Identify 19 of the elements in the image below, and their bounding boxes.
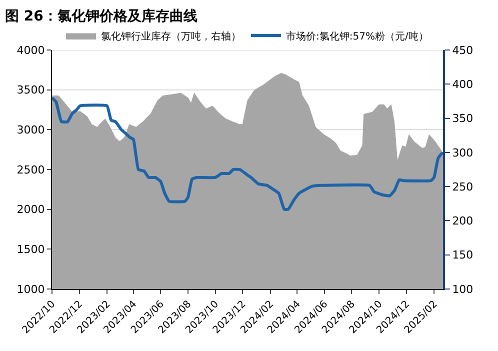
y2-tick-label: 100 [452, 282, 474, 296]
y2-tick-label: 450 [452, 44, 474, 57]
y2-tick-label: 350 [452, 112, 474, 126]
legend-label: 氯化钾行业库存（万吨，右轴） [101, 30, 241, 42]
y-tick-label: 1000 [16, 282, 45, 296]
y-tick-label: 4000 [16, 44, 45, 57]
chart-title: 图 26：氯化钾价格及库存曲线 [4, 7, 198, 24]
y2-tick-label: 300 [452, 146, 474, 160]
y2-tick-label: 400 [452, 78, 474, 91]
y-tick-label: 1500 [16, 243, 45, 256]
y-tick-label: 3500 [16, 84, 45, 97]
legend-label: 市场价:氯化钾:57%粉（元/吨） [286, 30, 428, 42]
y-tick-label: 2500 [16, 163, 45, 176]
y-tick-label: 2000 [16, 203, 45, 216]
y2-tick-label: 250 [452, 180, 474, 194]
line-series [52, 96, 443, 211]
y2-tick-label: 200 [452, 214, 474, 228]
y-tick-label: 3000 [16, 124, 45, 137]
y2-tick-label: 150 [452, 248, 474, 262]
